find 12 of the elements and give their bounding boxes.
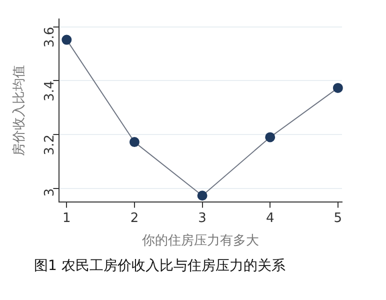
y-axis-title: 房价收入比均值	[11, 64, 28, 156]
x-axis-title: 你的住房压力有多大	[141, 232, 260, 249]
caption: 图1 农民工房价收入比与住房压力的关系	[34, 257, 286, 275]
x-tick-label: 1	[62, 210, 71, 226]
x-tick-label: 4	[266, 210, 274, 226]
y-tick-label: 3.2	[42, 134, 58, 156]
x-tick-label: 2	[130, 210, 139, 226]
y-tick-label: 3	[42, 188, 58, 197]
x-tick-label: 5	[334, 210, 342, 226]
y-tick-label: 3.6	[42, 26, 58, 48]
x-tick-label: 3	[198, 210, 206, 226]
y-tick-label: 3.4	[42, 80, 58, 102]
